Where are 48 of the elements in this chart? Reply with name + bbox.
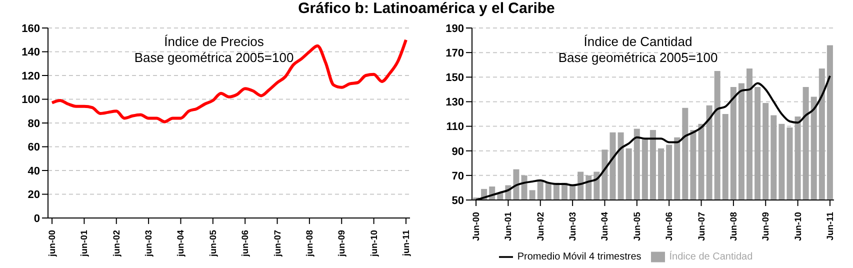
y-tick-label: 40 (28, 165, 40, 178)
y-tick-label: 0 (34, 212, 40, 225)
x-tick-label: jun-11 (400, 230, 411, 258)
x-tick-label: jun-04 (176, 230, 186, 258)
y-tick-label: 70 (452, 170, 464, 182)
x-tick-label: Jun-03 (568, 212, 578, 242)
y-tick-label: 170 (446, 47, 464, 60)
x-tick-label: Jun-06 (664, 212, 674, 242)
y-tick-label: 110 (446, 121, 464, 134)
legend-label: Promedio Móvil 4 trimestres (517, 252, 642, 263)
x-tick-label: Jun-11 (824, 212, 835, 241)
y-tick-label: 160 (22, 22, 40, 35)
x-tick-label: jun-09 (336, 230, 347, 258)
annotation: Índice de Precios (163, 34, 265, 50)
x-tick-label: Jun-04 (600, 212, 610, 242)
y-tick-label: 130 (446, 96, 464, 109)
x-tick-label: jun-01 (79, 230, 90, 258)
x-tick-label: jun-03 (144, 230, 154, 258)
y-tick-label: 50 (452, 194, 464, 207)
y-tick-label: 20 (28, 189, 40, 202)
x-tick-label: Jun-08 (728, 212, 738, 242)
x-tick-label: Jun-10 (792, 212, 803, 242)
y-tick-label: 100 (22, 94, 40, 106)
annotation: Índice de Cantidad (582, 34, 694, 50)
annotation: Base geométrica 2005=100 (133, 50, 295, 66)
x-tick-label: jun-08 (304, 230, 314, 258)
legend-label: Índice de Cantidad (669, 252, 753, 263)
x-tick-label: Jun-09 (760, 212, 771, 242)
x-tick-label: jun-06 (240, 230, 250, 258)
x-tick-label: jun-10 (368, 230, 379, 258)
y-tick-label: 150 (446, 72, 464, 84)
y-tick-label: 80 (28, 118, 40, 130)
chart-title: Gráfico b: Latinoamérica y el Caribe (297, 0, 556, 19)
x-tick-label: jun-05 (208, 230, 218, 258)
x-tick-label: jun-07 (272, 230, 282, 258)
x-tick-label: Jun-07 (696, 212, 706, 242)
x-tick-label: jun-00 (47, 230, 58, 258)
y-tick-label: 60 (28, 142, 40, 154)
y-tick-label: 190 (446, 22, 464, 35)
x-tick-label: Jun-02 (535, 212, 546, 242)
y-tick-label: 120 (22, 70, 40, 82)
y-tick-label: 90 (452, 146, 464, 158)
x-tick-label: Jun-00 (471, 212, 482, 242)
x-tick-label: jun-02 (111, 230, 122, 258)
x-tick-label: Jun-05 (632, 212, 642, 242)
annotation: Base geométrica 2005=100 (557, 50, 719, 66)
x-tick-label: Jun-01 (503, 212, 514, 242)
y-tick-label: 140 (22, 46, 40, 59)
